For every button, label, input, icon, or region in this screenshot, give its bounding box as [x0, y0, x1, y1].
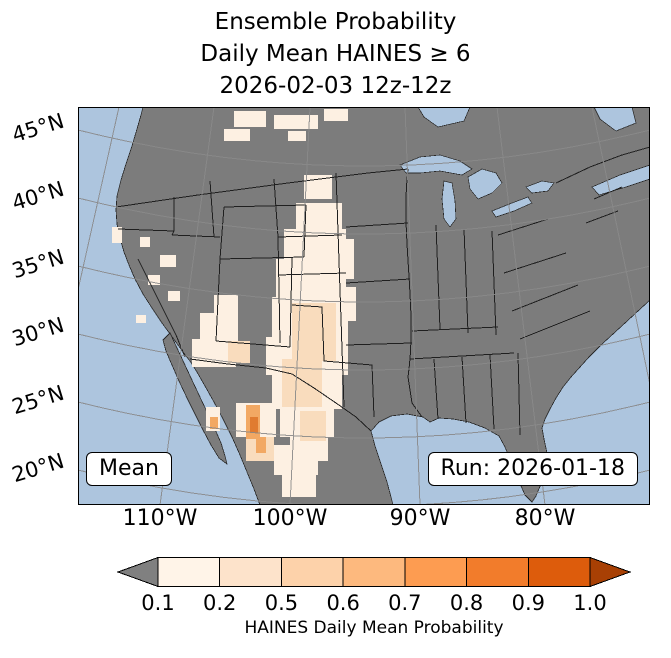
- latitude-axis: 45°N 40°N 35°N 30°N 25°N 20°N: [0, 0, 78, 520]
- probability-cell: [234, 111, 266, 127]
- lake-ontario: [525, 180, 555, 194]
- probability-cell: [112, 227, 122, 243]
- colorbar-segment: [527, 557, 591, 587]
- figure-title: Ensemble Probability Daily Mean HAINES ≥…: [0, 6, 671, 102]
- colorbar-over-arrow: [589, 556, 632, 588]
- lat-tick-label: 30°N: [9, 312, 67, 352]
- colorbar-segment: [404, 557, 468, 587]
- map-lakes: [399, 107, 650, 228]
- map-graticule: [78, 107, 650, 505]
- map-probability-patches: [112, 109, 356, 497]
- lake-superior: [399, 154, 473, 176]
- probability-cell: [256, 437, 266, 453]
- probability-cell: [296, 203, 342, 231]
- colorbar-segment: [466, 557, 529, 587]
- probability-cell: [274, 115, 318, 129]
- probability-cell: [210, 417, 218, 429]
- colorbar-segment: [280, 557, 344, 587]
- title-line-3: 2026-02-03 12z-12z: [219, 73, 452, 99]
- colorbar-tick-label: 0.6: [326, 591, 360, 615]
- probability-cell: [288, 131, 306, 141]
- colorbar: 0.1 0.2 0.5 0.6 0.7 0.8 0.9 1.0: [116, 556, 632, 620]
- map: Mean Run: 2026-01-18: [78, 107, 650, 505]
- probability-cell: [200, 313, 238, 341]
- colorbar-tick-label: 0.7: [388, 591, 422, 615]
- colorbar-label: HAINES Daily Mean Probability: [244, 618, 504, 638]
- probability-cell: [324, 109, 348, 121]
- probability-cell: [168, 291, 180, 301]
- probability-cell: [276, 259, 346, 297]
- lat-tick-label: 20°N: [9, 448, 67, 488]
- st-lawrence-gulf: [591, 164, 650, 196]
- colorbar-tick-label: 0.1: [141, 591, 175, 615]
- colorbar-tick-label: 0.8: [449, 591, 484, 615]
- colorbar-segment: [219, 557, 282, 587]
- run-label-box: Run: 2026-01-18: [427, 452, 638, 486]
- stat-label-box: Mean: [86, 452, 172, 486]
- colorbar-tick-label: 1.0: [573, 591, 607, 615]
- lon-tick-label: 80°W: [514, 506, 576, 531]
- title-line-2: Daily Mean HAINES ≥ 6: [200, 41, 471, 67]
- lat-tick-label: 25°N: [9, 380, 67, 420]
- map-canvas: [78, 107, 650, 505]
- colorbar-tick-label: 0.9: [511, 591, 545, 615]
- lake-erie: [491, 196, 533, 218]
- map-frame: [78, 107, 650, 505]
- probability-cell: [274, 445, 318, 475]
- probability-cell: [160, 255, 176, 267]
- probability-cell: [282, 473, 316, 497]
- longitude-axis: 110°W 100°W 90°W 80°W: [0, 506, 671, 538]
- probability-cell: [228, 341, 250, 363]
- lon-tick-label: 90°W: [389, 506, 451, 531]
- colorbar-segment: [157, 557, 221, 587]
- lon-tick-label: 110°W: [122, 506, 198, 531]
- probability-cell: [250, 417, 258, 433]
- probability-cell: [136, 315, 146, 323]
- colorbar-under-arrow: [116, 556, 159, 588]
- probability-cell: [148, 275, 160, 285]
- probability-cell: [140, 237, 150, 247]
- lake-michigan: [441, 180, 457, 228]
- probability-cell: [284, 229, 346, 261]
- lat-tick-label: 35°N: [9, 244, 67, 284]
- colorbar-tick-label: 0.5: [264, 591, 299, 615]
- lat-tick-label: 40°N: [9, 176, 67, 216]
- probability-cell: [214, 295, 238, 313]
- probability-cell: [224, 129, 250, 141]
- colorbar-segment: [342, 557, 406, 587]
- probability-cell: [340, 239, 354, 279]
- probability-cell: [344, 287, 356, 321]
- probability-cell: [304, 175, 332, 199]
- stat-label: Mean: [99, 456, 159, 481]
- colorbar-tick-label: 0.2: [203, 591, 237, 615]
- lat-tick-label: 45°N: [9, 108, 67, 148]
- lake-huron: [467, 168, 503, 200]
- map-state-borders: [115, 146, 650, 436]
- title-line-1: Ensemble Probability: [214, 9, 457, 35]
- colorbar-bar: [116, 556, 632, 588]
- hudson-bay: [417, 107, 471, 128]
- northeast-bay: [593, 107, 637, 132]
- probability-cell: [282, 359, 322, 407]
- run-label: Run: 2026-01-18: [440, 456, 625, 481]
- lon-tick-label: 100°W: [252, 506, 328, 531]
